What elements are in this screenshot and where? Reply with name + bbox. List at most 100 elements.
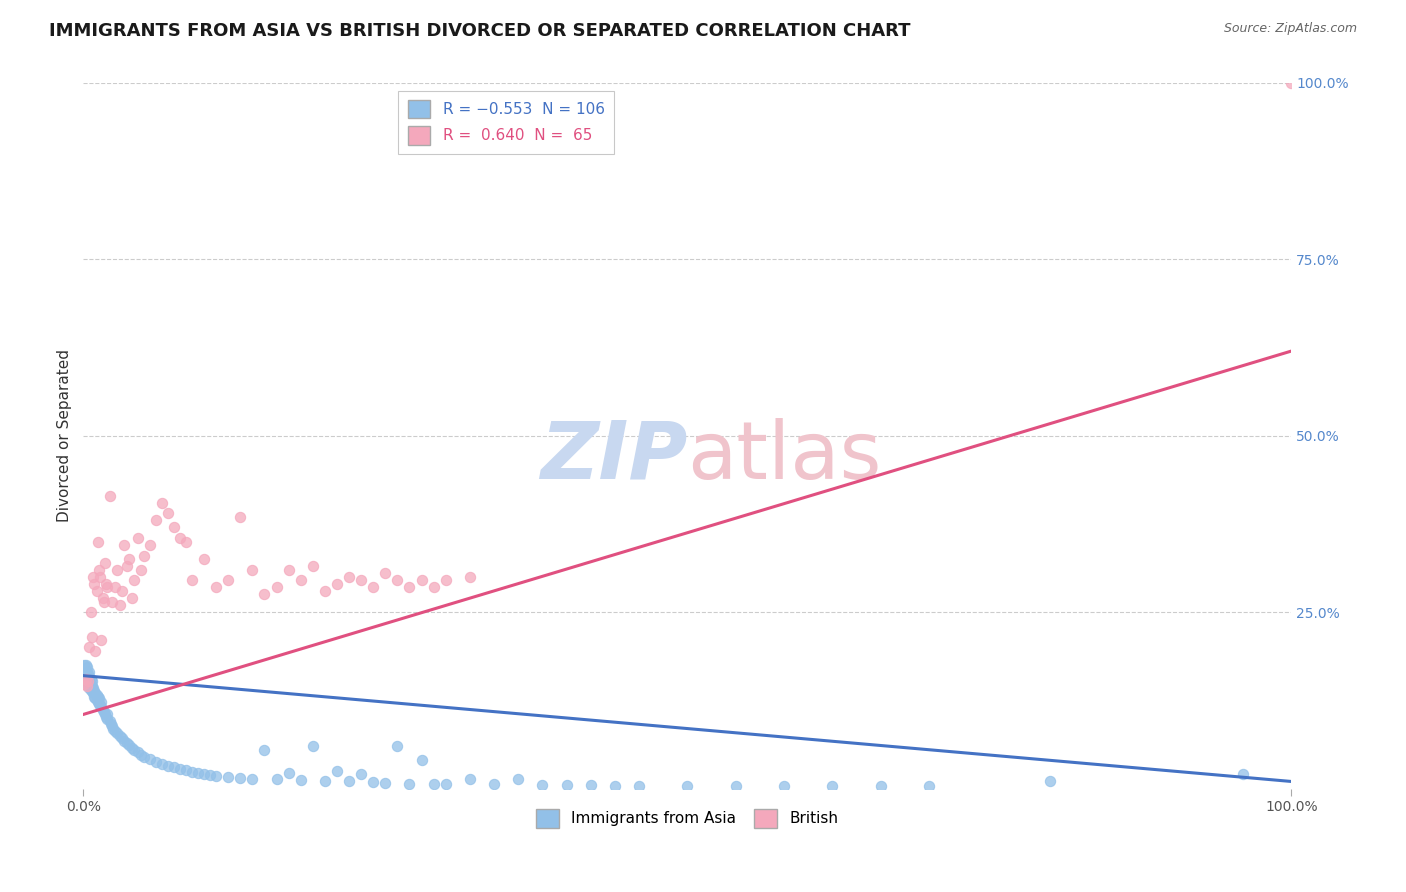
- Point: [350, 767, 373, 781]
- Point: [187, 766, 209, 780]
- Point: [105, 726, 128, 740]
- Point: [111, 584, 134, 599]
- Point: [73, 677, 96, 691]
- Point: [84, 686, 107, 700]
- Point: [422, 776, 444, 790]
- Point: [87, 695, 110, 709]
- Point: [482, 777, 505, 791]
- Point: [80, 679, 103, 693]
- Point: [724, 780, 747, 794]
- Point: [361, 581, 384, 595]
- Point: [253, 742, 276, 756]
- Point: [374, 776, 396, 790]
- Point: [169, 762, 191, 776]
- Legend: Immigrants from Asia, British: Immigrants from Asia, British: [530, 803, 845, 834]
- Point: [145, 755, 167, 769]
- Point: [87, 697, 110, 711]
- Point: [108, 598, 131, 612]
- Point: [79, 670, 101, 684]
- Point: [121, 740, 143, 755]
- Point: [87, 690, 110, 704]
- Point: [80, 630, 103, 644]
- Point: [229, 771, 252, 785]
- Point: [127, 745, 149, 759]
- Point: [627, 779, 650, 793]
- Point: [434, 574, 457, 588]
- Point: [603, 779, 626, 793]
- Point: [79, 672, 101, 686]
- Point: [75, 672, 97, 686]
- Text: Source: ZipAtlas.com: Source: ZipAtlas.com: [1223, 22, 1357, 36]
- Point: [90, 695, 112, 709]
- Point: [387, 574, 409, 588]
- Point: [205, 769, 228, 783]
- Point: [163, 520, 186, 534]
- Point: [253, 587, 276, 601]
- Point: [76, 660, 98, 674]
- Point: [174, 763, 197, 777]
- Point: [96, 707, 118, 722]
- Point: [104, 723, 127, 738]
- Point: [86, 689, 108, 703]
- Point: [93, 594, 115, 608]
- Point: [508, 772, 530, 787]
- Point: [387, 739, 409, 754]
- Text: atlas: atlas: [688, 417, 882, 496]
- Point: [531, 778, 554, 792]
- Point: [361, 775, 384, 789]
- Point: [96, 709, 118, 723]
- Point: [181, 764, 204, 779]
- Point: [90, 633, 112, 648]
- Point: [87, 534, 110, 549]
- Text: IMMIGRANTS FROM ASIA VS BRITISH DIVORCED OR SEPARATED CORRELATION CHART: IMMIGRANTS FROM ASIA VS BRITISH DIVORCED…: [49, 22, 911, 40]
- Point: [374, 566, 396, 581]
- Point: [555, 778, 578, 792]
- Point: [163, 760, 186, 774]
- Point: [266, 581, 288, 595]
- Point: [132, 749, 155, 764]
- Point: [132, 549, 155, 563]
- Point: [76, 665, 98, 679]
- Point: [112, 733, 135, 747]
- Point: [82, 570, 104, 584]
- Point: [918, 780, 941, 794]
- Point: [411, 753, 433, 767]
- Point: [314, 773, 336, 788]
- Point: [75, 665, 97, 679]
- Point: [94, 556, 117, 570]
- Point: [122, 742, 145, 756]
- Point: [398, 776, 420, 790]
- Point: [138, 752, 160, 766]
- Point: [80, 684, 103, 698]
- Point: [326, 577, 349, 591]
- Point: [115, 559, 138, 574]
- Point: [79, 682, 101, 697]
- Point: [458, 570, 481, 584]
- Point: [96, 581, 118, 595]
- Point: [111, 731, 134, 745]
- Point: [174, 534, 197, 549]
- Point: [77, 674, 100, 689]
- Point: [277, 563, 299, 577]
- Point: [156, 759, 179, 773]
- Point: [118, 738, 141, 752]
- Point: [86, 584, 108, 599]
- Point: [75, 672, 97, 686]
- Point: [156, 507, 179, 521]
- Point: [181, 574, 204, 588]
- Point: [108, 729, 131, 743]
- Point: [80, 674, 103, 689]
- Point: [76, 675, 98, 690]
- Point: [115, 736, 138, 750]
- Point: [79, 674, 101, 689]
- Point: [411, 574, 433, 588]
- Point: [205, 581, 228, 595]
- Point: [145, 513, 167, 527]
- Point: [73, 658, 96, 673]
- Point: [79, 640, 101, 655]
- Point: [242, 772, 264, 786]
- Point: [79, 677, 101, 691]
- Point: [82, 681, 104, 696]
- Point: [1232, 767, 1254, 781]
- Point: [122, 574, 145, 588]
